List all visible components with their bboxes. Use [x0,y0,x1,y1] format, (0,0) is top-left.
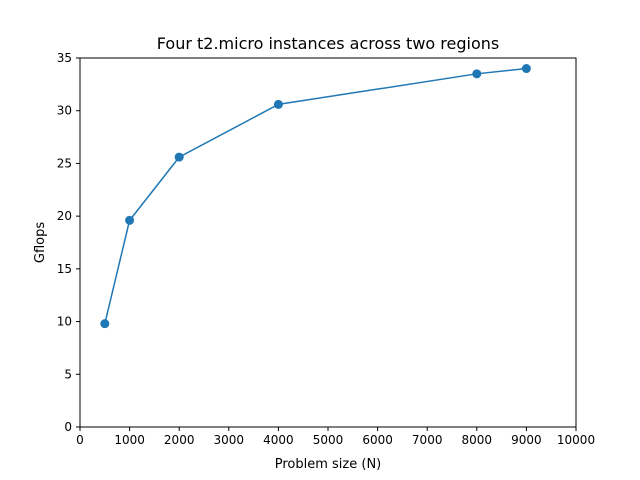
x-tick-label: 6000 [362,433,393,447]
x-tick-label: 0 [76,433,84,447]
y-axis-label: Gflops [33,222,48,263]
y-tick-label: 0 [64,420,72,434]
x-tick-label: 8000 [462,433,493,447]
data-point [125,215,135,225]
data-point [472,69,482,79]
plot-area [80,58,576,427]
x-tick-label: 10000 [557,433,595,447]
y-tick-label: 25 [57,156,72,170]
x-tick-label: 4000 [263,433,294,447]
y-tick-label: 20 [57,209,72,223]
chart-title: Four t2.micro instances across two regio… [157,34,499,53]
data-point [521,64,531,74]
x-axis-label: Problem size (N) [275,457,382,472]
x-tick-label: 9000 [511,433,542,447]
data-point [273,99,283,109]
x-tick-label: 7000 [412,433,443,447]
x-tick-label: 5000 [313,433,344,447]
y-tick-label: 10 [57,315,72,329]
series-line [104,67,527,324]
plot-frame [79,57,577,428]
y-axis-ticks: 0 5 10 15 20 25 30 35 [57,51,80,434]
x-tick-label: 2000 [164,433,195,447]
data-point [100,319,110,329]
data-point [174,152,184,162]
y-tick-label: 15 [57,262,72,276]
y-tick-label: 5 [64,367,72,381]
x-axis-ticks: 0 1000 2000 3000 4000 5000 6000 7000 8000 9000 100… [76,427,595,447]
x-tick-label: 1000 [114,433,145,447]
y-tick-label: 30 [57,104,72,118]
y-tick-label: 35 [57,51,72,65]
series-layer [100,64,531,329]
x-tick-label: 3000 [214,433,245,447]
